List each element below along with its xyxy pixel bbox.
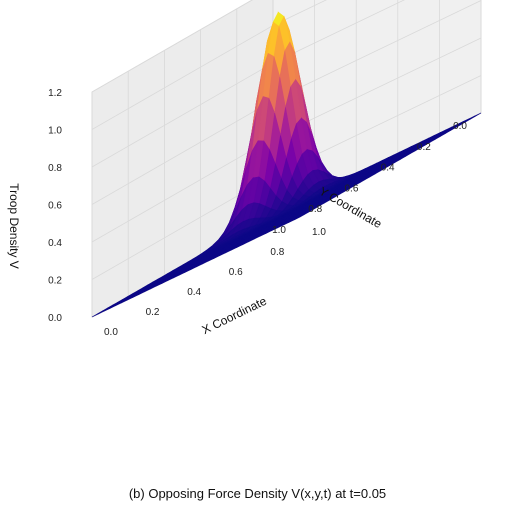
z-tick-label: 0.2 bbox=[48, 276, 62, 287]
grid-wall-z bbox=[91, 0, 253, 93]
surface-plot bbox=[91, 11, 482, 318]
x-tick-label: 0.4 bbox=[187, 287, 201, 298]
x-tick-label: 1.0 bbox=[312, 227, 326, 238]
z-axis-label: Troop Density V bbox=[7, 183, 21, 269]
y-tick-label: 0.2 bbox=[417, 142, 431, 153]
y-tick-label: 0.8 bbox=[308, 204, 322, 215]
grid-wall-z bbox=[91, 137, 274, 243]
x-tick-label: 0.6 bbox=[229, 267, 243, 278]
x-tick-label: 0.0 bbox=[104, 327, 118, 338]
z-tick-label: 0.4 bbox=[48, 238, 62, 249]
y-tick-label: 1.0 bbox=[272, 225, 286, 236]
y-tick-label: 0.0 bbox=[453, 121, 467, 132]
grid-wall-z bbox=[91, 62, 274, 168]
y-tick-label: 0.4 bbox=[381, 163, 395, 174]
grid-wall-z bbox=[272, 0, 327, 26]
x-tick-label: 0.2 bbox=[146, 307, 160, 318]
grid-wall-z bbox=[91, 25, 274, 130]
z-tick-label: 0.6 bbox=[48, 201, 62, 212]
z-tick-label: 0.0 bbox=[48, 313, 62, 324]
x-axis-label: X Coordinate bbox=[200, 294, 269, 337]
z-tick-label: 1.0 bbox=[48, 126, 62, 137]
grid-wall-z bbox=[272, 0, 405, 64]
surface-chart: 0.0 0.2 0.4 0.6 0.8 1.0 0.0 0.2 0.4 0.6 0.8 1.0 0.0 0… bbox=[7, 0, 482, 338]
z-tick-label: 1.2 bbox=[48, 88, 62, 99]
grid-wall-z bbox=[272, 0, 482, 101]
tick-labels: 0.0 0.2 0.4 0.6 0.8 1.0 0.0 0.2 0.4 0.6 0.8 1.0 0.0 0… bbox=[48, 88, 467, 338]
surface-cell bbox=[294, 213, 306, 221]
z-tick-label: 0.8 bbox=[48, 163, 62, 174]
x-tick-label: 0.8 bbox=[270, 247, 284, 258]
grid-wall-z bbox=[91, 100, 274, 205]
figure-caption: (b) Opposing Force Density V(x,y,t) at t… bbox=[128, 486, 387, 501]
y-tick-label: 0.6 bbox=[344, 183, 358, 194]
